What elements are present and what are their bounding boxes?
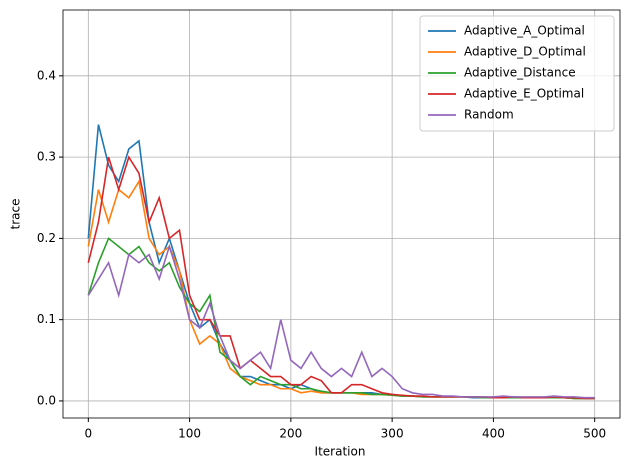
legend-label: Adaptive_Distance: [464, 66, 576, 80]
x-tick-label: 300: [381, 427, 404, 441]
series-line: [87, 243, 595, 399]
x-tick-label: 100: [178, 427, 201, 441]
y-tick-label: 0.4: [37, 68, 56, 82]
legend-label: Adaptive_A_Optimal: [464, 24, 585, 38]
y-tick-label: 0.2: [37, 231, 56, 245]
series-line: [87, 179, 595, 400]
x-axis-label: Iteration: [315, 445, 366, 459]
x-tick-label: 400: [482, 427, 505, 441]
legend: Adaptive_A_Optimal Adaptive_D_Optimal Adap…: [419, 15, 615, 132]
x-tick-label: 0: [84, 427, 92, 441]
x-tick-label: 500: [583, 427, 606, 441]
legend-label: Random: [464, 108, 514, 122]
y-tick-label: 0.3: [37, 150, 56, 164]
x-tick-label: 200: [279, 427, 302, 441]
plot-frame: [62, 9, 621, 419]
series-line: [87, 155, 595, 400]
y-axis-label: trace: [9, 199, 23, 230]
legend-label: Adaptive_D_Optimal: [464, 45, 586, 59]
y-tick-label: 0.1: [37, 312, 56, 326]
legend-label: Adaptive_E_Optimal: [464, 87, 584, 101]
y-tick-label: 0.0: [37, 393, 56, 407]
legend-box: [419, 15, 615, 132]
